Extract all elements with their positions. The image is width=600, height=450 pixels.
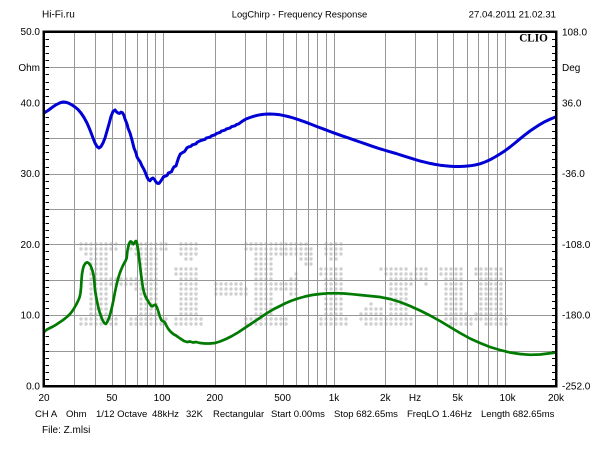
- svg-text:200: 200: [206, 393, 223, 404]
- svg-text:-36.0: -36.0: [562, 169, 585, 180]
- svg-text:Hi-Fi.ru: Hi-Fi.ru: [42, 10, 75, 21]
- svg-text:27.04.2011 21.02.31: 27.04.2011 21.02.31: [469, 10, 556, 21]
- svg-text:10k: 10k: [500, 393, 517, 404]
- svg-text:-180.0: -180.0: [562, 311, 591, 322]
- svg-text:20: 20: [38, 393, 50, 404]
- svg-text:32K: 32K: [186, 409, 204, 420]
- svg-text:Length 682.65ms: Length 682.65ms: [481, 409, 555, 420]
- svg-text:FreqLO 1.46Hz: FreqLO 1.46Hz: [407, 409, 472, 420]
- svg-text:20k: 20k: [548, 393, 565, 404]
- svg-text:5k: 5k: [452, 393, 464, 404]
- svg-text:2k: 2k: [380, 393, 392, 404]
- svg-text:CLIO: CLIO: [519, 33, 548, 45]
- svg-text:108.0: 108.0: [562, 28, 587, 39]
- svg-text:-252.0: -252.0: [562, 382, 591, 393]
- svg-text:36.0: 36.0: [562, 98, 582, 109]
- svg-text:Hz: Hz: [409, 393, 421, 404]
- svg-text:Ohm: Ohm: [18, 63, 40, 74]
- svg-text:40.0: 40.0: [21, 98, 41, 109]
- svg-text:20.0: 20.0: [21, 240, 41, 251]
- svg-text:50.0: 50.0: [21, 27, 41, 38]
- svg-text:LogChirp - Frequency Response: LogChirp - Frequency Response: [232, 9, 368, 20]
- svg-text:500: 500: [274, 393, 291, 404]
- svg-text:-108.0: -108.0: [562, 240, 591, 251]
- svg-text:Rectangular: Rectangular: [213, 409, 264, 420]
- svg-text:Stop 682.65ms: Stop 682.65ms: [334, 409, 398, 420]
- svg-text:1/12 Octave: 1/12 Octave: [96, 409, 147, 420]
- svg-text:CH A: CH A: [35, 409, 58, 420]
- svg-text:48kHz: 48kHz: [152, 409, 179, 420]
- svg-text:0.0: 0.0: [26, 382, 40, 393]
- svg-text:50: 50: [106, 393, 118, 404]
- svg-text:30.0: 30.0: [21, 169, 41, 180]
- svg-text:1k: 1k: [329, 393, 341, 404]
- svg-text:Deg: Deg: [562, 63, 580, 74]
- svg-text:10.0: 10.0: [21, 311, 41, 322]
- svg-text:Start 0.00ms: Start 0.00ms: [271, 409, 325, 420]
- svg-text:Ohm: Ohm: [66, 409, 87, 420]
- svg-text:100: 100: [154, 393, 171, 404]
- svg-text:File: Z.mlsi: File: Z.mlsi: [42, 425, 90, 436]
